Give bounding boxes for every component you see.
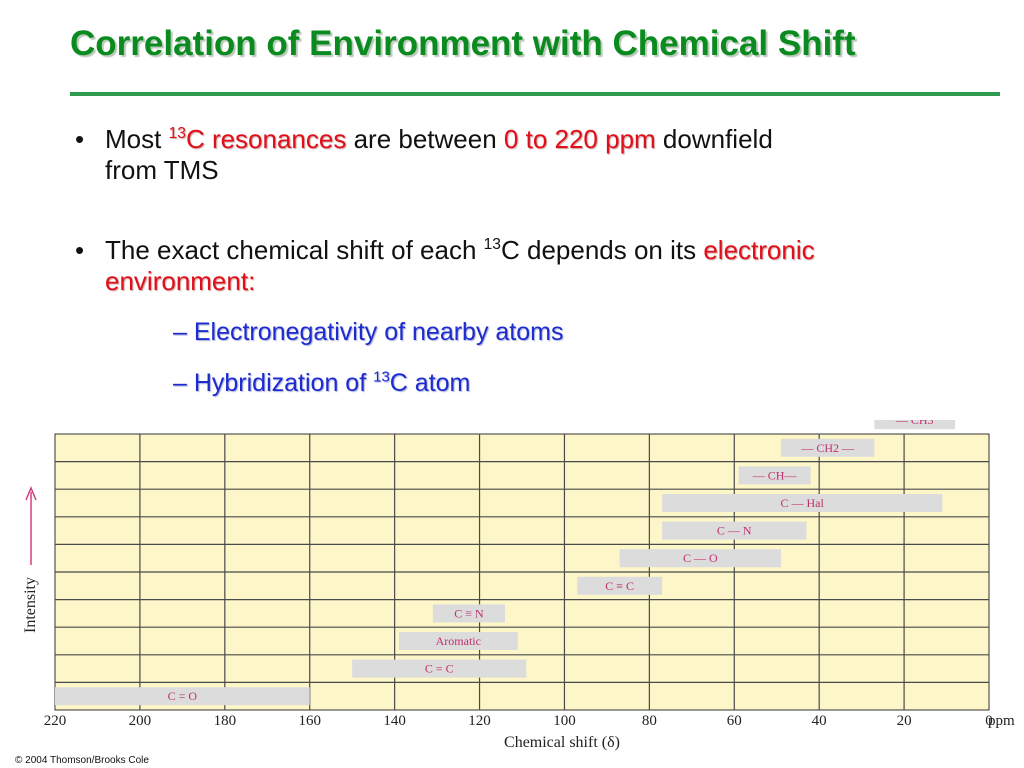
sub-bullet-hybridization: – Hybridization of 13C atom — [173, 369, 470, 398]
range-bars: — CH3 — CH2 —— CH— C — Hal C — N C — O C ≡ C C… — [55, 420, 956, 706]
bullet-2-sup: 13 — [483, 235, 501, 253]
x-tick-label: 120 — [468, 713, 491, 729]
x-tick-label: 80 — [642, 713, 657, 729]
sub-bullet-2-post: C atom — [389, 369, 471, 397]
x-tick-label: 60 — [727, 713, 742, 729]
range-bar-label: C ≡ N — [454, 606, 484, 620]
bullet-2-mid: C depends on its — [500, 235, 704, 265]
range-bar — [738, 466, 811, 485]
sub-bullet-2-pre: – Hybridization of — [173, 369, 374, 397]
chemical-shift-chart: — CH3 — CH2 —— CH— C — Hal C — N C — O C ≡ C C… — [22, 420, 1015, 751]
range-bar — [874, 420, 956, 430]
x-tick-label: 100 — [553, 713, 576, 729]
range-bar — [619, 549, 781, 568]
range-bar — [55, 687, 310, 706]
range-bar — [432, 604, 506, 623]
intensity-arrow — [25, 486, 37, 565]
x-tick-label: 40 — [812, 713, 827, 729]
bullet-2-highlight-2: environment: — [105, 266, 256, 296]
range-bar-label: C ≡ C — [605, 579, 634, 593]
range-bar — [398, 632, 518, 650]
title-divider — [70, 92, 1000, 96]
bullet-2-text: The exact chemical shift of each 13C dep… — [105, 235, 815, 297]
range-bar-label: C — N — [717, 524, 752, 538]
x-axis-label: Chemical shift (δ) — [504, 734, 620, 751]
x-tick-label: 160 — [298, 713, 321, 729]
bullet-1-marker: • — [75, 124, 85, 154]
bullet-2-marker: • — [75, 235, 85, 265]
x-tick-label: 140 — [383, 713, 406, 729]
bullet-1-text: Most 13C resonances are between 0 to 220… — [105, 124, 773, 186]
range-bar-label: C — Hal — [781, 496, 825, 510]
sub-bullet-2-sup: 13 — [373, 368, 390, 386]
range-bar-label: Aromatic — [436, 634, 481, 648]
y-axis-label: Intensity — [22, 577, 39, 633]
x-tick-label: 180 — [214, 713, 237, 729]
range-bar — [577, 576, 663, 595]
bullet-1-highlight-2: 0 to 220 ppm — [503, 124, 656, 154]
range-bar — [352, 659, 527, 678]
range-bar-label: — CH2 — — [800, 441, 855, 455]
grid-lines — [55, 434, 989, 710]
range-bar — [662, 494, 943, 512]
bullet-2-highlight-1: electronic — [703, 235, 815, 265]
x-tick-label: 0 — [985, 713, 993, 729]
bullet-1-highlight-1: 13C resonances — [169, 124, 347, 154]
range-bar-label: — CH3 — [895, 420, 934, 427]
bullet-1-sup: 13 — [168, 124, 186, 142]
bullet-1-hl1: C resonances — [185, 124, 347, 154]
bullet-1-post: downfield — [655, 124, 773, 154]
range-bar-label: — CH— — [752, 468, 798, 482]
copyright-notice: © 2004 Thomson/Brooks Cole — [15, 755, 149, 766]
range-bar-label: C — O — [683, 551, 718, 565]
bullet-1-line2: from TMS — [105, 155, 219, 185]
sub-bullet-electronegativity: – Electronegativity of nearby atoms — [173, 318, 564, 346]
x-tick-label: 220 — [44, 713, 67, 729]
bullet-1-mid: are between — [346, 124, 504, 154]
bullet-2-pre: The exact chemical shift of each — [105, 235, 484, 265]
x-unit-label: ppm — [988, 713, 1015, 729]
x-tick-labels: 220 200 180 160 140 120 100 80 60 40 20 0 — [44, 713, 993, 729]
range-bar-label: C = C — [425, 662, 454, 676]
x-tick-label: 20 — [897, 713, 912, 729]
range-bar-label: C = O — [168, 689, 198, 703]
range-bar — [780, 438, 875, 457]
x-tick-label: 200 — [129, 713, 152, 729]
slide-title: Correlation of Environment with Chemical… — [70, 24, 856, 63]
range-bar — [662, 521, 807, 540]
bullet-1-pre: Most — [105, 124, 169, 154]
